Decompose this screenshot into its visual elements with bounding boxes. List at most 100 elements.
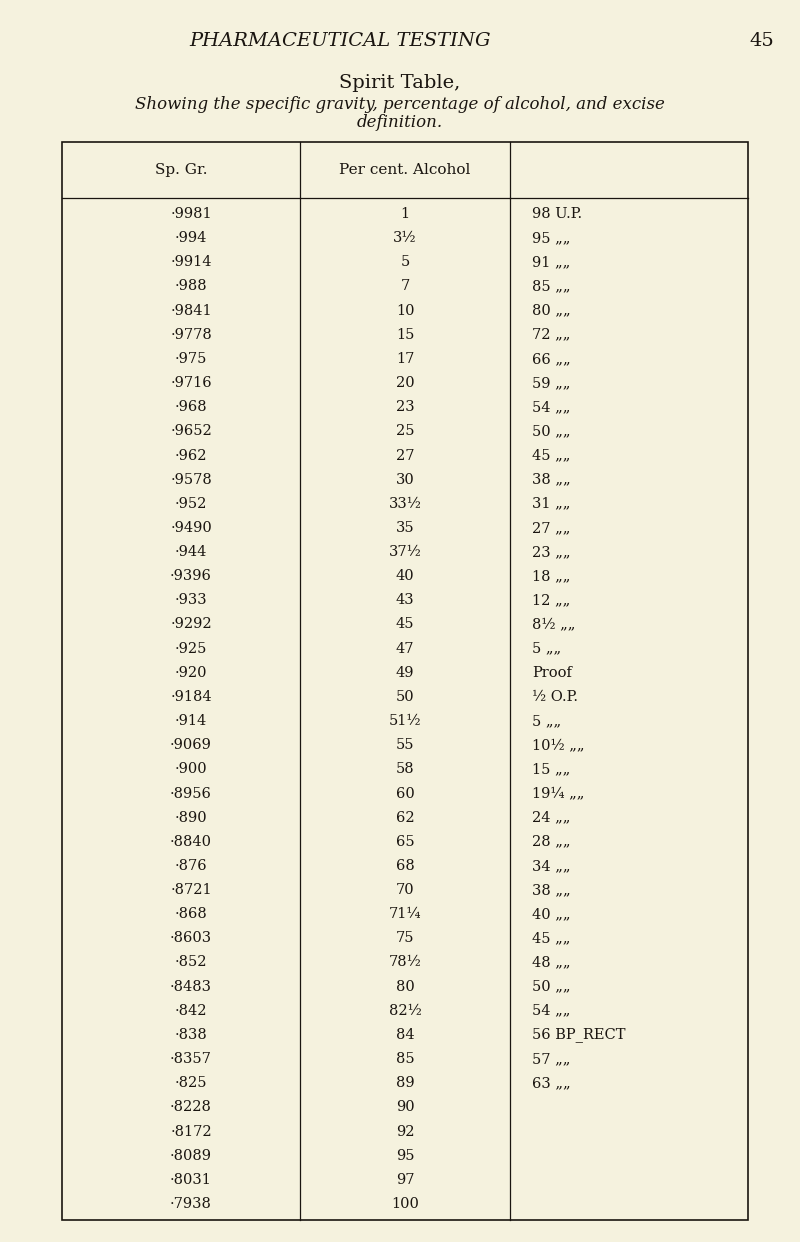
Text: ·8089: ·8089 xyxy=(170,1149,212,1163)
Text: 100: 100 xyxy=(391,1197,419,1211)
Text: ·8357: ·8357 xyxy=(170,1052,212,1066)
Text: ·9716: ·9716 xyxy=(170,376,212,390)
Text: 25: 25 xyxy=(396,425,414,438)
Text: 49: 49 xyxy=(396,666,414,679)
Text: 89: 89 xyxy=(396,1077,414,1090)
Text: ·975: ·975 xyxy=(175,351,207,366)
Text: 31 „„: 31 „„ xyxy=(532,497,570,510)
Text: ·9069: ·9069 xyxy=(170,738,212,753)
Text: ·7938: ·7938 xyxy=(170,1197,212,1211)
Text: 24 „„: 24 „„ xyxy=(532,811,570,825)
Text: 45 „„: 45 „„ xyxy=(532,448,570,462)
Text: 15 „„: 15 „„ xyxy=(532,763,570,776)
Text: 40: 40 xyxy=(396,569,414,584)
Text: 18 „„: 18 „„ xyxy=(532,569,570,584)
Text: 27 „„: 27 „„ xyxy=(532,520,570,535)
Text: ·8031: ·8031 xyxy=(170,1172,212,1187)
Text: 58: 58 xyxy=(396,763,414,776)
Text: 47: 47 xyxy=(396,642,414,656)
Text: 19¼ „„: 19¼ „„ xyxy=(532,786,584,801)
Text: 38 „„: 38 „„ xyxy=(532,883,570,897)
Text: Spirit Table,: Spirit Table, xyxy=(339,75,461,92)
Text: 45 „„: 45 „„ xyxy=(532,932,570,945)
Text: 62: 62 xyxy=(396,811,414,825)
Text: 95 „„: 95 „„ xyxy=(532,231,570,245)
Text: PHARMACEUTICAL TESTING: PHARMACEUTICAL TESTING xyxy=(189,32,491,50)
Text: ·842: ·842 xyxy=(174,1004,207,1017)
Text: ·890: ·890 xyxy=(174,811,207,825)
Text: 68: 68 xyxy=(396,859,414,873)
Text: 97: 97 xyxy=(396,1172,414,1187)
Text: 35: 35 xyxy=(396,520,414,535)
Text: ½ O.P.: ½ O.P. xyxy=(532,689,578,704)
Text: 80 „„: 80 „„ xyxy=(532,303,570,318)
Text: 45: 45 xyxy=(750,32,774,50)
Text: 20: 20 xyxy=(396,376,414,390)
Text: 45: 45 xyxy=(396,617,414,631)
Text: 10: 10 xyxy=(396,303,414,318)
Text: ·9652: ·9652 xyxy=(170,425,212,438)
Text: 37½: 37½ xyxy=(389,545,422,559)
Text: 78½: 78½ xyxy=(389,955,422,970)
Text: 28 „„: 28 „„ xyxy=(532,835,570,848)
Text: ·9841: ·9841 xyxy=(170,303,212,318)
Text: ·914: ·914 xyxy=(175,714,207,728)
Text: 57 „„: 57 „„ xyxy=(532,1052,570,1066)
Text: ·925: ·925 xyxy=(175,642,207,656)
Text: definition.: definition. xyxy=(357,114,443,130)
Text: ·988: ·988 xyxy=(174,279,207,293)
Text: 40 „„: 40 „„ xyxy=(532,907,570,922)
Text: ·8483: ·8483 xyxy=(170,980,212,994)
Text: ·994: ·994 xyxy=(175,231,207,245)
Text: 7: 7 xyxy=(400,279,410,293)
Text: 23 „„: 23 „„ xyxy=(532,545,570,559)
Text: ·868: ·868 xyxy=(174,907,207,922)
Text: ·944: ·944 xyxy=(175,545,207,559)
Text: Sp. Gr.: Sp. Gr. xyxy=(154,163,207,178)
Text: 95: 95 xyxy=(396,1149,414,1163)
Text: 63 „„: 63 „„ xyxy=(532,1077,570,1090)
Text: 50: 50 xyxy=(396,689,414,704)
Text: 56 BP_RECT: 56 BP_RECT xyxy=(532,1027,626,1042)
Text: ·933: ·933 xyxy=(174,594,207,607)
Text: 54 „„: 54 „„ xyxy=(532,400,570,415)
Text: ·9396: ·9396 xyxy=(170,569,212,584)
Text: 75: 75 xyxy=(396,932,414,945)
Text: 43: 43 xyxy=(396,594,414,607)
Text: ·8228: ·8228 xyxy=(170,1100,212,1114)
Text: 5 „„: 5 „„ xyxy=(532,642,561,656)
Text: 90: 90 xyxy=(396,1100,414,1114)
Text: Proof: Proof xyxy=(532,666,572,679)
Text: ·9292: ·9292 xyxy=(170,617,212,631)
Text: ·962: ·962 xyxy=(174,448,207,462)
Text: 85 „„: 85 „„ xyxy=(532,279,570,293)
Text: 50 „„: 50 „„ xyxy=(532,980,570,994)
Text: 8½ „„: 8½ „„ xyxy=(532,617,575,631)
Text: ·9981: ·9981 xyxy=(170,207,212,221)
Text: 84: 84 xyxy=(396,1028,414,1042)
Text: 65: 65 xyxy=(396,835,414,848)
Text: 70: 70 xyxy=(396,883,414,897)
Text: 1: 1 xyxy=(401,207,410,221)
Text: 91 „„: 91 „„ xyxy=(532,256,570,270)
Text: 23: 23 xyxy=(396,400,414,415)
Text: 17: 17 xyxy=(396,351,414,366)
Text: 66 „„: 66 „„ xyxy=(532,351,570,366)
Text: 5: 5 xyxy=(400,256,410,270)
Text: ·8603: ·8603 xyxy=(170,932,212,945)
Text: ·900: ·900 xyxy=(174,763,207,776)
Text: 80: 80 xyxy=(396,980,414,994)
Text: 34 „„: 34 „„ xyxy=(532,859,570,873)
Text: 30: 30 xyxy=(396,473,414,487)
Text: ·9578: ·9578 xyxy=(170,473,212,487)
Text: 54 „„: 54 „„ xyxy=(532,1004,570,1017)
Bar xyxy=(62,142,748,1220)
Text: 55: 55 xyxy=(396,738,414,753)
Text: 82½: 82½ xyxy=(389,1004,422,1017)
Text: 92: 92 xyxy=(396,1124,414,1139)
Text: ·9490: ·9490 xyxy=(170,520,212,535)
Text: ·952: ·952 xyxy=(175,497,207,510)
Text: ·920: ·920 xyxy=(174,666,207,679)
Text: 60: 60 xyxy=(396,786,414,801)
Text: Per cent. Alcohol: Per cent. Alcohol xyxy=(339,163,470,178)
